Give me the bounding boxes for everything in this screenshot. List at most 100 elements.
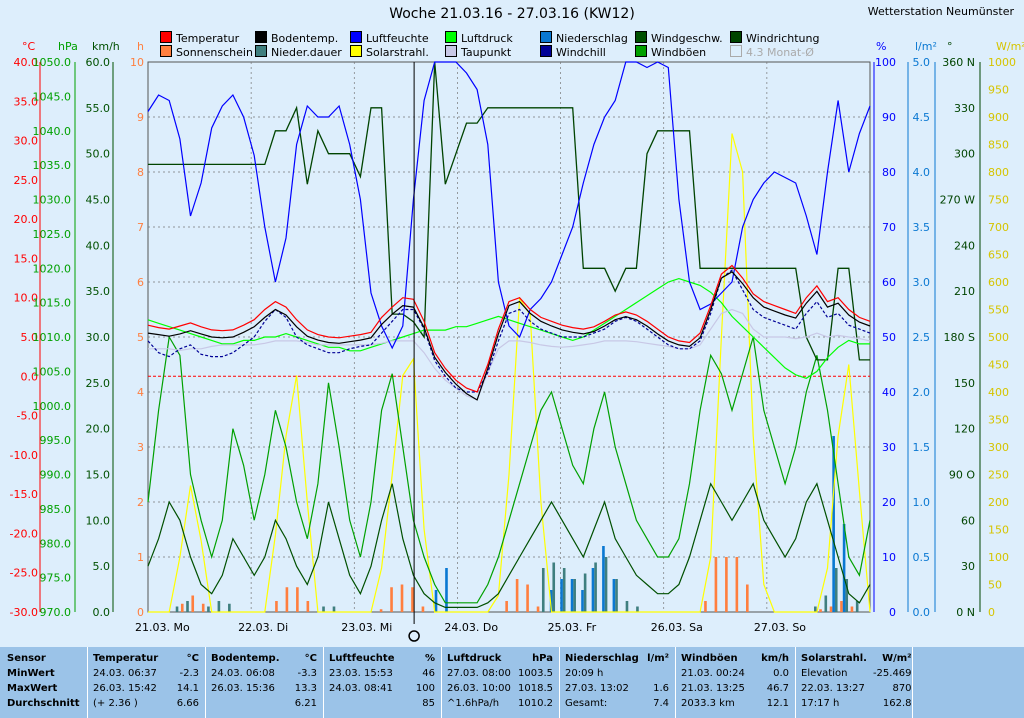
y-tick-label: 300 [988, 441, 1009, 454]
bar-niederdauer [175, 606, 179, 612]
y-tick-label: 1.5 [913, 441, 931, 454]
bar-sonnenschein [819, 609, 822, 612]
y-tick-label: 0.0 [93, 606, 111, 619]
x-tick-label: 27.03. So [754, 621, 806, 634]
stats-header: Solarstrahl. [801, 653, 867, 664]
y-tick-label: 8 [137, 166, 144, 179]
stats-divider [441, 647, 442, 718]
stats-table: Sensor MinWert MaxWert Durchschnitt Temperat… [0, 647, 1024, 718]
bar-sonnenschein [421, 606, 425, 612]
y-tick-label: 90 O [949, 469, 975, 482]
bar-niederschlag [560, 579, 563, 612]
stats-row-label: MaxWert [7, 683, 58, 694]
y-tick-label: 3 [137, 441, 144, 454]
y-tick-label: 60.0 [86, 56, 111, 69]
weather-chart: 21.03. Mo 22.03. Di 23.03. Mi 24.03. Do 25.0… [10, 40, 1024, 642]
series-windchill [147, 269, 871, 393]
bar-niederdauer [604, 557, 608, 612]
y-tick-label: 0 [137, 606, 144, 619]
bar-sonnenschein [515, 579, 519, 612]
stats-cell-value: 85 [422, 698, 435, 709]
y-tick-label: 30 [882, 441, 896, 454]
stats-cell-value: 1018.5 [518, 683, 553, 694]
y-tick-label: 900 [988, 111, 1009, 124]
axis-unit-label: km/h [92, 40, 120, 53]
chart-title: Woche 21.03.16 - 27.03.16 (KW12) [389, 6, 635, 22]
stats-cell-value: 7.4 [653, 698, 669, 709]
legend-label: Windrichtung [746, 32, 820, 45]
stats-unit: % [424, 653, 435, 664]
stats-header: Temperatur [93, 653, 159, 664]
bar-niederdauer [186, 601, 189, 612]
y-tick-label: 1000.0 [33, 400, 72, 413]
legend-swatch [730, 45, 742, 57]
legend-item: Nieder.dauer [255, 45, 342, 59]
bar-niederdauer [824, 595, 828, 612]
y-tick-label: 10 [882, 551, 896, 564]
stats-cell-value: 14.1 [176, 683, 199, 694]
bar-sonnenschein [390, 587, 393, 612]
stats-cell-value: 1003.5 [518, 668, 553, 679]
y-tick-label: 100 [988, 551, 1009, 564]
stats-unit: W/m² [882, 653, 912, 664]
y-tick-label: 1030.0 [33, 194, 72, 207]
bar-sonnenschein [829, 606, 833, 612]
legend-swatch [160, 45, 172, 57]
y-tick-label: 5.0 [21, 331, 39, 344]
y-tick-label: 5.0 [93, 560, 111, 573]
stats-column: Bodentemp. °C 24.03. 06:08 -3.3 26.03. 15:36… [208, 651, 320, 711]
bar-niederschlag [602, 546, 605, 612]
bar-niederdauer [834, 568, 838, 612]
y-tick-label: -25.0 [10, 567, 38, 580]
stats-divider [323, 647, 324, 718]
bar-niederschlag [591, 568, 595, 612]
bar-niederdauer [322, 606, 325, 612]
axis-unit-label: hPa [58, 40, 78, 53]
y-tick-label: 80 [882, 166, 896, 179]
y-tick-label: 980.0 [40, 537, 72, 550]
legend-item: Temperatur [160, 31, 239, 45]
stats-header: Niederschlag [565, 653, 639, 664]
y-tick-label: 600 [988, 276, 1009, 289]
legend-item: Sonnenschein [160, 45, 253, 59]
stats-cell-time: Gesamt: [565, 698, 608, 709]
station-name: Wetterstation Neumünster [867, 5, 1014, 18]
legend-label: Temperatur [176, 32, 240, 45]
y-tick-label: 25.0 [14, 174, 39, 187]
y-tick-label: 35.0 [14, 95, 39, 108]
axis-unit-label: % [876, 40, 886, 53]
legend-item: Taupunkt [445, 45, 511, 59]
y-tick-label: 15.0 [14, 252, 39, 265]
bar-niederdauer [228, 603, 231, 612]
stats-divider [559, 647, 560, 718]
y-tick-label: -10.0 [10, 449, 38, 462]
stats-column: Luftfeuchte% 23.03. 15:53 46 24.03. 08:41 10… [326, 651, 438, 711]
x-tick-label: 24.03. Do [444, 621, 498, 634]
y-tick-label: 40.0 [14, 56, 39, 69]
y-tick-label: 120 [954, 423, 975, 436]
y-tick-label: 50 [882, 331, 896, 344]
legend-label: Windchill [556, 46, 606, 59]
legend-swatch [540, 45, 552, 57]
y-tick-label: 20.0 [86, 423, 111, 436]
stats-column: Niederschlag l/m² 20:09 h 27.03. 13:02 1.6 Ge… [562, 651, 672, 711]
bar-sonnenschein [850, 606, 854, 612]
bar-niederdauer [552, 562, 556, 612]
y-tick-label: 150 [954, 377, 975, 390]
series-temperatur [147, 264, 871, 393]
y-tick-label: 970.0 [40, 606, 72, 619]
legend-swatch [540, 31, 552, 43]
y-tick-label: 30.0 [14, 135, 39, 148]
bar-sonnenschein [191, 595, 195, 612]
bar-niederschlag [549, 590, 553, 612]
series-windrichtung [148, 61, 870, 361]
stats-cell-value: 1010.2 [518, 698, 553, 709]
legend-label: Solarstrahl. [366, 46, 429, 59]
stats-cell-time: 24.03. 08:41 [329, 683, 393, 694]
y-tick-label: 2.5 [913, 331, 931, 344]
bar-niederdauer [594, 562, 597, 612]
y-tick-label: 0 [988, 606, 995, 619]
y-tick-label: 60 [882, 276, 896, 289]
stats-cell-time: 26.03. 15:42 [93, 683, 157, 694]
stats-divider [675, 647, 676, 718]
